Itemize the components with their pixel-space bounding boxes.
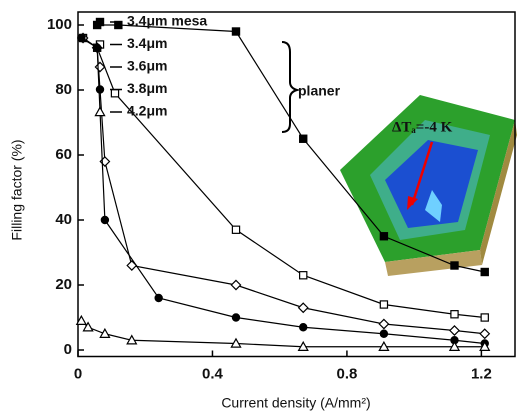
marker <box>450 261 459 270</box>
inset-surface <box>340 95 517 276</box>
plot-frame <box>77 11 516 358</box>
y-tick-label: 100 <box>47 16 72 33</box>
marker <box>479 340 491 351</box>
marker <box>126 260 138 271</box>
series-line <box>82 37 485 319</box>
legend-marker <box>95 85 105 94</box>
marker <box>449 325 460 336</box>
y-tick-label: 40 <box>55 211 72 228</box>
marker <box>379 329 389 338</box>
marker <box>231 27 241 36</box>
x-axis-label: Current density (A/mm²) <box>221 395 370 411</box>
marker <box>379 232 389 241</box>
marker <box>480 313 489 322</box>
brace <box>281 41 301 133</box>
y-tick-label: 0 <box>64 341 72 358</box>
legend-label: 4.2μm <box>127 103 167 119</box>
legend-marker <box>94 61 106 73</box>
marker <box>379 300 389 309</box>
x-tick-label: 0.8 <box>336 365 357 382</box>
marker <box>126 334 138 345</box>
marker <box>154 293 163 303</box>
legend-label: 3.8μm <box>127 80 167 96</box>
marker <box>110 89 120 98</box>
marker <box>297 340 309 351</box>
marker <box>231 225 241 234</box>
marker <box>230 279 242 291</box>
marker <box>299 323 308 332</box>
marker <box>450 310 459 319</box>
marker <box>82 321 94 332</box>
marker <box>479 328 491 340</box>
arrow-head <box>407 196 418 210</box>
y-tick-label: 80 <box>55 81 72 98</box>
marker <box>230 337 242 348</box>
legend-label: 3.6μm <box>127 58 167 74</box>
marker <box>75 314 87 325</box>
marker <box>231 313 241 322</box>
y-tick-label: 20 <box>55 276 72 293</box>
marker <box>480 267 489 277</box>
legend-label: 3.4μm mesa <box>127 13 207 29</box>
y-tick-label: 60 <box>55 146 72 163</box>
marker <box>378 318 390 330</box>
arrow <box>410 141 434 206</box>
marker <box>299 134 308 143</box>
x-tick-label: 0.4 <box>202 365 224 382</box>
group-label: planer <box>298 83 341 99</box>
legend-marker <box>94 106 106 117</box>
legend-marker <box>95 17 105 27</box>
marker <box>297 302 309 314</box>
x-tick-label: 0 <box>74 365 82 382</box>
marker <box>77 33 86 43</box>
marker <box>100 215 110 225</box>
marker <box>99 327 111 338</box>
marker <box>448 340 461 351</box>
x-tick-label: 1.2 <box>471 365 492 382</box>
marker <box>92 43 102 52</box>
legend-label: 3.4μm <box>127 35 167 51</box>
inset-annotation: ΔTₐ=-4 K <box>392 119 453 135</box>
y-axis-label: Filling factor (%) <box>9 139 25 240</box>
marker <box>378 340 390 351</box>
marker <box>299 271 308 280</box>
